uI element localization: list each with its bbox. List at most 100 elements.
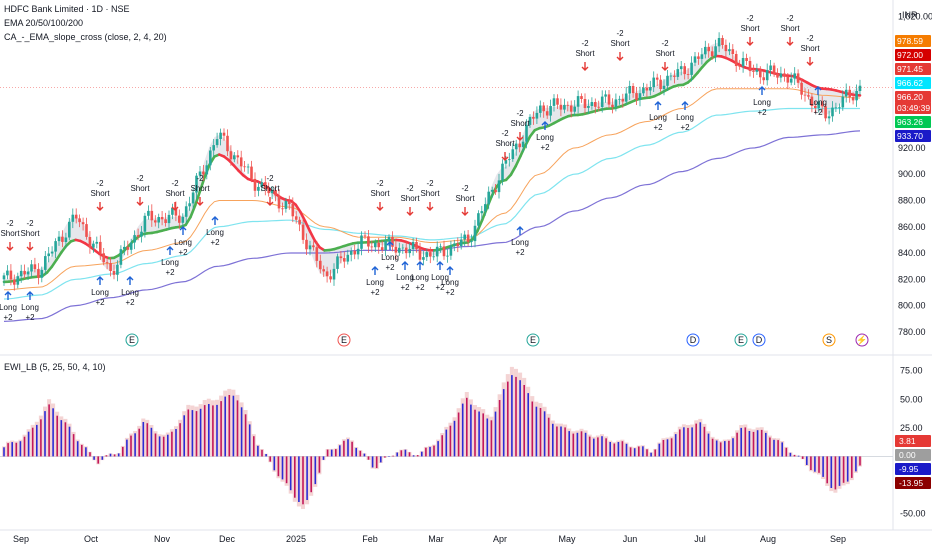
ema20-segment: [514, 154, 522, 168]
candle-body: [807, 95, 810, 97]
osc-bar: [408, 452, 411, 457]
short-signal-value: -2: [196, 174, 204, 183]
osc-bar: [363, 453, 366, 457]
oscillator-legend[interactable]: EWI_LB (5, 25, 50, 4, 10): [4, 362, 106, 372]
candle-body: [734, 54, 738, 66]
osc-badge-label: -9.95: [899, 464, 919, 474]
candle-body: [74, 214, 78, 219]
long-signal-value: +2: [680, 123, 690, 132]
event-marker-label: E: [738, 335, 744, 345]
osc-bar: [515, 376, 517, 457]
candle-body: [759, 69, 762, 78]
short-signal-value: -2: [746, 14, 754, 23]
candle-body: [583, 99, 587, 108]
osc-badge: [895, 449, 931, 461]
candle-body: [88, 237, 92, 248]
candle-body: [411, 242, 415, 249]
osc-bar: [662, 440, 665, 457]
time-axis-label: Oct: [84, 534, 99, 544]
osc-badge: [895, 463, 931, 475]
osc-bar: [384, 456, 386, 458]
candle-body: [573, 106, 576, 112]
osc-bar: [437, 441, 439, 457]
candle-body: [202, 171, 205, 175]
candle-body: [95, 241, 99, 244]
candle-body: [563, 104, 566, 110]
osc-bar: [158, 436, 161, 457]
candle-body: [112, 271, 116, 275]
osc-bar: [822, 456, 824, 477]
osc-bar: [793, 454, 796, 457]
ema50-line: [3, 88, 861, 291]
osc-bar: [728, 440, 730, 457]
candle-body: [686, 74, 690, 75]
short-arrow: [266, 197, 274, 206]
candle-body: [600, 96, 604, 107]
candle-body: [418, 249, 422, 260]
osc-bar: [777, 440, 779, 457]
time-axis-label: Nov: [154, 534, 171, 544]
osc-bar: [695, 423, 697, 457]
long-signal-label: Long: [174, 238, 192, 247]
candle-body: [198, 171, 202, 176]
price-tick-label: 900.00: [898, 169, 926, 179]
osc-bar: [449, 425, 452, 457]
candle-body: [518, 143, 521, 148]
candle-body: [270, 190, 274, 194]
long-signal-label: Long: [536, 133, 554, 142]
event-marker: [855, 333, 869, 347]
candle-body: [690, 62, 693, 75]
osc-bar: [93, 456, 95, 460]
candle-body: [611, 104, 614, 107]
long-signal-label: Long: [206, 228, 224, 237]
candle-body: [463, 234, 466, 240]
long-signal-label: Long: [91, 288, 109, 297]
candle-body: [305, 239, 308, 250]
candle-body: [477, 213, 480, 226]
long-arrow: [26, 291, 34, 300]
candle-body: [480, 211, 484, 214]
osc-bar: [113, 454, 116, 457]
osc-bar: [593, 438, 595, 457]
short-signal-value: -2: [376, 179, 384, 188]
osc-bar: [105, 455, 108, 457]
candle-body: [54, 241, 57, 252]
osc-bar: [392, 455, 394, 457]
osc-bar: [502, 389, 505, 457]
long-signal-label: Long: [366, 278, 384, 287]
osc-bar: [44, 411, 46, 457]
price-badge-label: 963.26: [897, 117, 923, 127]
slope-legend[interactable]: CA_-_EMA_slope_cross (close, 2, 4, 20): [4, 32, 167, 42]
osc-bar: [560, 426, 562, 457]
osc-bar: [605, 438, 607, 457]
candle-body: [631, 86, 635, 94]
candle-body: [277, 195, 281, 209]
osc-bar: [568, 431, 570, 457]
short-arrow: [746, 37, 754, 46]
osc-bar: [650, 452, 652, 457]
price-badge: [895, 91, 931, 103]
short-signal-value: -2: [96, 179, 104, 188]
candle-body: [133, 235, 136, 243]
short-signal-value: -2: [461, 184, 469, 193]
osc-bar: [248, 424, 251, 457]
osc-bar: [834, 456, 837, 490]
candle-body: [683, 66, 686, 75]
price-tick-label: 800.00: [898, 301, 926, 311]
osc-bar: [507, 381, 509, 457]
ema20-segment: [509, 164, 518, 176]
candle-body: [776, 73, 779, 78]
time-axis-label: 2025: [286, 534, 306, 544]
osc-bar: [613, 443, 616, 457]
short-signal-label: Short: [575, 49, 595, 58]
osc-bar: [162, 436, 165, 457]
candle-body: [855, 91, 858, 101]
osc-bar: [167, 434, 169, 457]
ema-legend[interactable]: EMA 20/50/100/200: [4, 18, 84, 28]
price-badge: [895, 130, 931, 142]
osc-bar: [478, 411, 480, 457]
osc-bar: [519, 380, 521, 457]
candle-body: [178, 215, 181, 223]
